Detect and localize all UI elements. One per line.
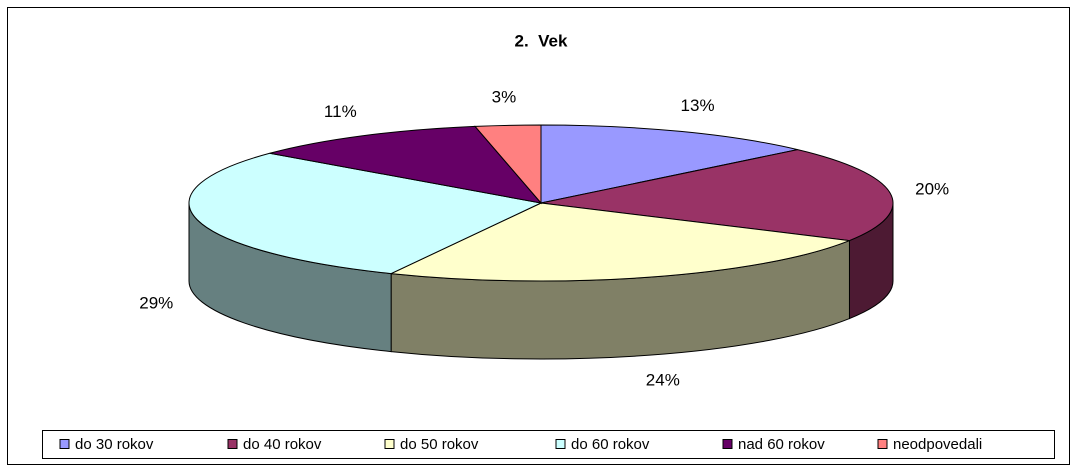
legend-swatch <box>722 439 733 449</box>
pie-slice <box>269 125 543 204</box>
legend-swatch <box>227 439 238 449</box>
legend-label: do 50 rokov <box>400 436 479 453</box>
pie-slice <box>473 124 542 205</box>
pie-slice <box>540 124 798 204</box>
pie-slice <box>540 149 894 242</box>
legend-label: do 60 rokov <box>571 436 650 453</box>
data-label: 11% <box>324 102 357 121</box>
chart-title: 2. Vek <box>515 31 568 50</box>
legend-label: do 30 rokov <box>75 436 154 453</box>
data-label: 20% <box>915 179 949 198</box>
data-label: 13% <box>681 96 715 115</box>
legend-swatch <box>59 439 70 449</box>
data-label: 3% <box>492 88 517 107</box>
data-label: 29% <box>139 293 173 312</box>
legend-swatch <box>384 439 395 449</box>
legend-label: neodpovedali <box>893 436 982 453</box>
legend-swatch <box>877 439 888 449</box>
legend-swatch <box>555 439 566 449</box>
legend-label: nad 60 rokov <box>738 436 825 453</box>
legend-label: do 40 rokov <box>243 436 322 453</box>
data-label: 24% <box>646 371 680 390</box>
pie-slice <box>188 152 543 275</box>
pie-slice <box>389 202 850 282</box>
